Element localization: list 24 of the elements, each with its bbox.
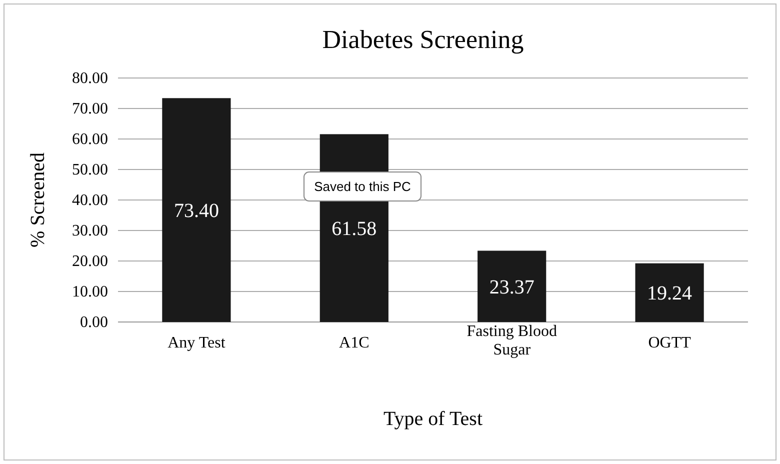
data-label: 23.37 — [489, 276, 534, 298]
y-tick-label: 70.00 — [72, 100, 108, 118]
data-label: 61.58 — [332, 218, 377, 240]
y-tick-label: 50.00 — [72, 162, 108, 179]
x-axis-title: Type of Test — [383, 408, 483, 430]
y-tick-label: 80.00 — [72, 70, 108, 88]
y-tick-label: 40.00 — [72, 192, 108, 210]
y-tick-label: 60.00 — [72, 131, 108, 148]
x-tick-label: A1C — [339, 334, 370, 352]
bar — [478, 250, 546, 322]
x-tick-label: Fasting Blood Sugar — [466, 323, 557, 358]
data-label: 19.24 — [647, 282, 692, 305]
chart-title: Diabetes Screening — [322, 25, 524, 54]
x-tick-label: Any Test — [168, 334, 226, 352]
bar — [162, 98, 231, 322]
data-label: 73.40 — [174, 200, 219, 222]
y-tick-label: 0.00 — [80, 314, 108, 332]
x-tick-label: OGTT — [648, 334, 692, 352]
y-tick-label: 30.00 — [72, 222, 108, 240]
y-tick-label: 20.00 — [72, 253, 108, 270]
y-axis-title: % Screened — [27, 152, 49, 248]
bar — [635, 263, 704, 322]
y-tick-label: 10.00 — [72, 284, 108, 301]
annotation: Saved to this PC — [314, 179, 411, 194]
